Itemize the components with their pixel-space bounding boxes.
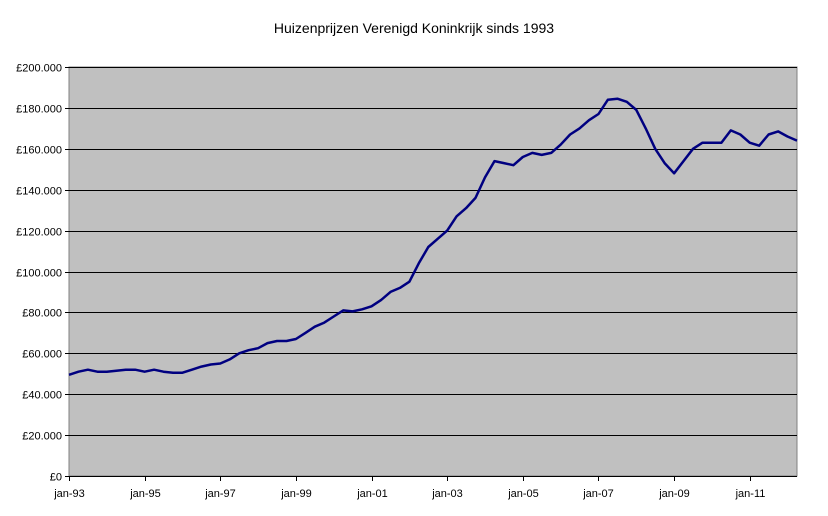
x-axis: jan-93 jan-95 jan-97 jan-99 jan-01 jan-03 jan-… bbox=[53, 476, 797, 500]
y-tick-label: £180.000 bbox=[16, 104, 62, 116]
series-line bbox=[68, 97, 798, 376]
y-tick-label: £40.000 bbox=[22, 390, 62, 402]
y-tick-label: £20.000 bbox=[22, 431, 62, 443]
x-tick-label: jan-03 bbox=[431, 488, 463, 500]
x-tick-label: jan-93 bbox=[53, 488, 85, 500]
gridlines bbox=[69, 67, 797, 436]
x-tick-label: jan-05 bbox=[507, 488, 539, 500]
y-tick-label: £160.000 bbox=[16, 145, 62, 157]
chart-title: Huizenprijzen Verenigd Koninkrijk sinds … bbox=[273, 20, 555, 36]
y-tick-label: £60.000 bbox=[22, 349, 62, 361]
plot-area bbox=[68, 66, 798, 477]
x-tick-label: jan-99 bbox=[280, 488, 312, 500]
x-tick-label: jan-09 bbox=[658, 488, 690, 500]
y-tick-label: £0 bbox=[50, 472, 62, 484]
y-tick-label: £140.000 bbox=[16, 186, 62, 198]
y-tick-label: £100.000 bbox=[16, 268, 62, 280]
x-tick-label: jan-95 bbox=[129, 488, 161, 500]
y-tick-label: £120.000 bbox=[16, 227, 62, 239]
y-axis: £0 £20.000 £40.000 £60.000 £80.000 £100.000 £1… bbox=[16, 63, 69, 484]
x-tick-label: jan-11 bbox=[735, 488, 766, 500]
x-tick-label: jan-97 bbox=[204, 488, 236, 500]
x-tick-label: jan-01 bbox=[356, 488, 388, 500]
x-tick-label: jan-07 bbox=[582, 488, 614, 500]
y-tick-label: £200.000 bbox=[16, 63, 62, 75]
y-tick-label: £80.000 bbox=[22, 308, 62, 320]
